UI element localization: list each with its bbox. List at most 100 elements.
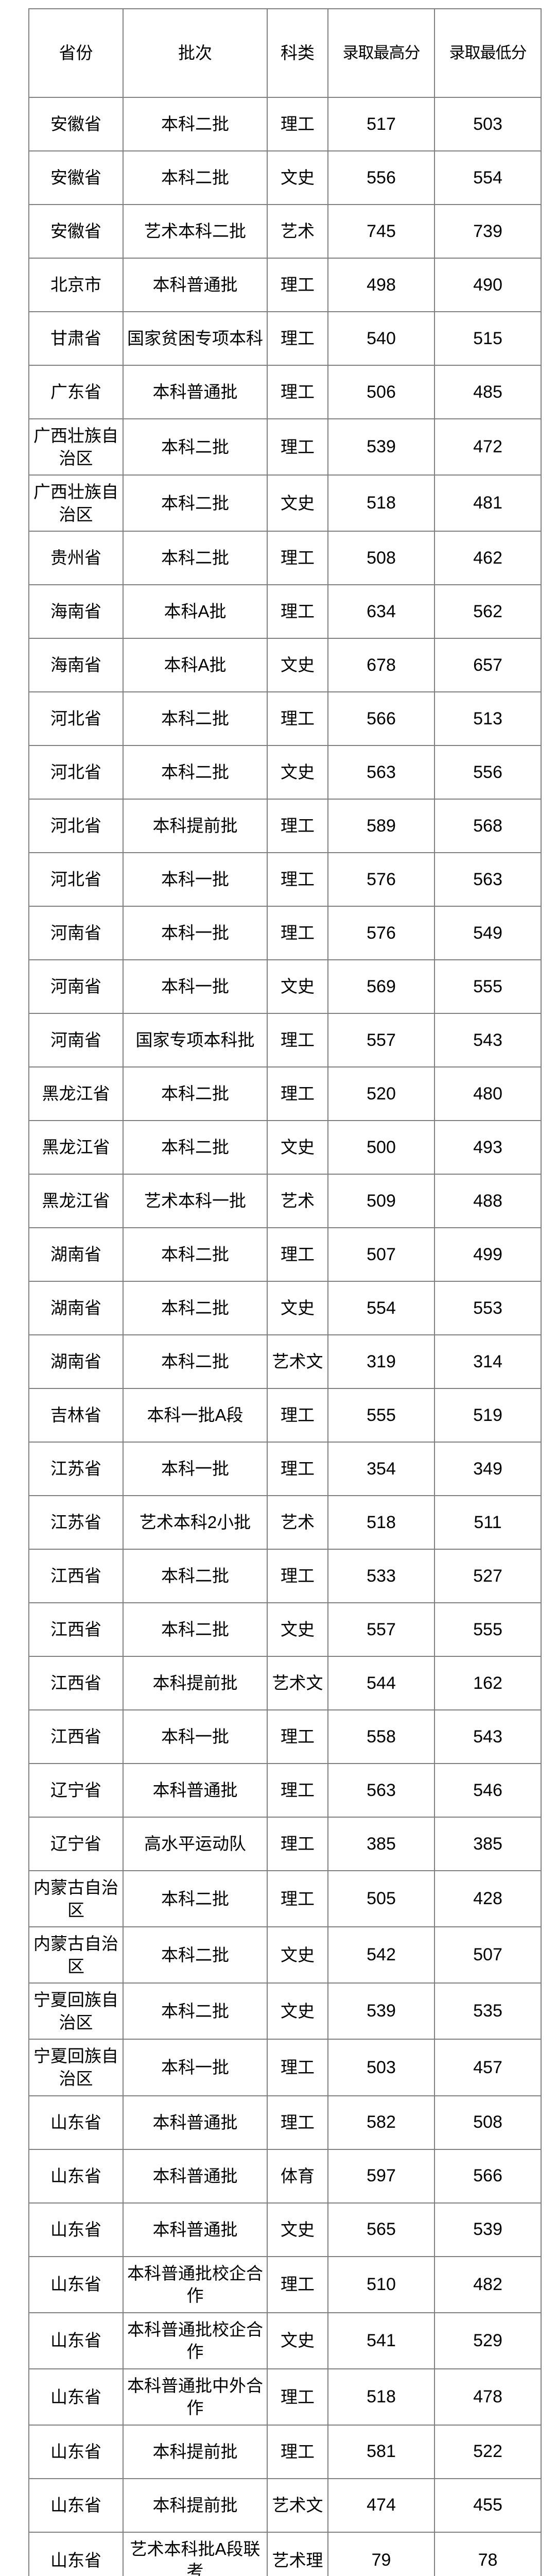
cell-low: 556: [434, 745, 542, 800]
cell-province: 山东省: [28, 2095, 124, 2150]
cell-category: 理工: [267, 1066, 328, 1122]
cell-low: 543: [434, 1709, 542, 1765]
cell-province: 黑龙江省: [28, 1066, 124, 1122]
cell-high: 556: [327, 150, 435, 205]
cell-high: 540: [327, 311, 435, 366]
table-row: 辽宁省 本科普通批 理工 563 546: [28, 1763, 542, 1818]
table-row: 山东省 本科提前批 艺术文 474 455: [28, 2478, 542, 2533]
cell-province: 广东省: [28, 365, 124, 419]
cell-low: 657: [434, 638, 542, 693]
cell-batch: 本科普通批: [123, 2202, 268, 2257]
cell-batch: 本科二批: [123, 1870, 268, 1928]
cell-low: 457: [434, 2039, 542, 2096]
cell-batch: 本科一批: [123, 1442, 268, 1497]
table-row: 山东省 本科普通批校企合作 理工 510 482: [28, 2256, 542, 2313]
table-row: 河南省 本科一批 理工 576 549: [28, 906, 542, 961]
cell-high: 569: [327, 959, 435, 1014]
cell-high: 533: [327, 1549, 435, 1604]
cell-batch: 本科提前批: [123, 2478, 268, 2533]
cell-category: 文史: [267, 1120, 328, 1175]
table-row: 江西省 本科提前批 艺术文 544 162: [28, 1656, 542, 1711]
cell-category: 理工: [267, 1442, 328, 1497]
cell-category: 理工: [267, 1817, 328, 1872]
table-row: 广东省 本科普通批 理工 506 485: [28, 365, 542, 419]
table-row: 安徽省 本科二批 理工 517 503: [28, 97, 542, 151]
cell-low: 482: [434, 2256, 542, 2313]
cell-low: 480: [434, 1066, 542, 1122]
cell-province: 山东省: [28, 2424, 124, 2479]
table-row: 湖南省 本科二批 理工 507 499: [28, 1227, 542, 1282]
cell-low: 563: [434, 852, 542, 907]
cell-high: 539: [327, 418, 435, 476]
table-row: 贵州省 本科二批 理工 508 462: [28, 531, 542, 586]
cell-category: 理工: [267, 906, 328, 961]
cell-low: 566: [434, 2148, 542, 2204]
cell-high: 555: [327, 1388, 435, 1443]
cell-high: 541: [327, 2312, 435, 2369]
cell-category: 理工: [267, 418, 328, 476]
cell-category: 理工: [267, 311, 328, 366]
cell-batch: 本科一批: [123, 959, 268, 1014]
cell-batch: 本科二批: [123, 1120, 268, 1175]
table-row: 江苏省 本科一批 理工 354 349: [28, 1442, 542, 1497]
cell-province: 山东省: [28, 2312, 124, 2369]
table-body: 安徽省 本科二批 理工 517 503 安徽省 本科二批 文史 556 554 安徽省 艺术本科二批艺…: [28, 97, 542, 2576]
cell-category: 理工: [267, 1549, 328, 1604]
cell-low: 349: [434, 1442, 542, 1497]
cell-province: 河南省: [28, 959, 124, 1014]
column-header-province: 省份: [28, 8, 124, 98]
cell-batch: 本科二批: [123, 1281, 268, 1336]
cell-batch: 艺术本科批A段联考: [123, 2531, 268, 2576]
cell-high: 385: [327, 1817, 435, 1872]
cell-batch: 本科普通批中外合作: [123, 2368, 268, 2426]
table-row: 湖南省 本科二批 文史 554 553: [28, 1281, 542, 1336]
cell-category: 理工: [267, 1388, 328, 1443]
cell-province: 甘肃省: [28, 311, 124, 366]
cell-province: 山东省: [28, 2368, 124, 2426]
cell-batch: 本科A批: [123, 638, 268, 693]
cell-province: 北京市: [28, 258, 124, 312]
table-row: 江西省 本科二批 文史 557 555: [28, 1602, 542, 1657]
cell-batch: 本科提前批: [123, 2424, 268, 2479]
cell-category: 文史: [267, 1281, 328, 1336]
cell-batch: 本科普通批校企合作: [123, 2312, 268, 2369]
table-row: 黑龙江省 艺术本科一批 艺术 509 488: [28, 1174, 542, 1229]
cell-low: 462: [434, 531, 542, 586]
cell-low: 568: [434, 799, 542, 854]
cell-batch: 本科普通批: [123, 1763, 268, 1818]
cell-high: 517: [327, 97, 435, 151]
cell-province: 海南省: [28, 584, 124, 639]
cell-category: 理工: [267, 2256, 328, 2313]
cell-low: 539: [434, 2202, 542, 2257]
cell-batch: 国家专项本科批: [123, 1013, 268, 1068]
cell-category: 艺术文: [267, 1656, 328, 1711]
cell-high: 563: [327, 745, 435, 800]
cell-province: 内蒙古自治区: [28, 1870, 124, 1928]
cell-category: 文史: [267, 745, 328, 800]
table-row: 河南省 本科一批 文史 569 555: [28, 959, 542, 1014]
cell-high: 79: [327, 2531, 435, 2576]
cell-high: 520: [327, 1066, 435, 1122]
table-row: 宁夏回族自治区 本科一批 理工 503 457: [28, 2039, 542, 2096]
cell-province: 辽宁省: [28, 1763, 124, 1818]
cell-province: 湖南省: [28, 1334, 124, 1389]
cell-batch: 艺术本科二批: [123, 204, 268, 259]
admission-score-table: 省份 批次 科类 录取最高分 录取最低分 安徽省 本科二批 理工 517 503 安徽省本…: [28, 8, 542, 2576]
cell-province: 河北省: [28, 799, 124, 854]
cell-low: 478: [434, 2368, 542, 2426]
table-row: 甘肃省 国家贫困专项本科 理工 540 515: [28, 311, 542, 366]
cell-province: 安徽省: [28, 204, 124, 259]
table-row: 山东省 本科提前批 理工 581 522: [28, 2424, 542, 2479]
cell-category: 理工: [267, 2095, 328, 2150]
cell-province: 贵州省: [28, 531, 124, 586]
table-row: 山东省 本科普通批 理工 582 508: [28, 2095, 542, 2150]
column-header-category: 科类: [267, 8, 328, 98]
cell-high: 505: [327, 1870, 435, 1928]
cell-province: 山东省: [28, 2148, 124, 2204]
cell-high: 557: [327, 1602, 435, 1657]
cell-high: 634: [327, 584, 435, 639]
cell-low: 507: [434, 1926, 542, 1984]
cell-low: 527: [434, 1549, 542, 1604]
cell-low: 529: [434, 2312, 542, 2369]
cell-province: 江苏省: [28, 1442, 124, 1497]
